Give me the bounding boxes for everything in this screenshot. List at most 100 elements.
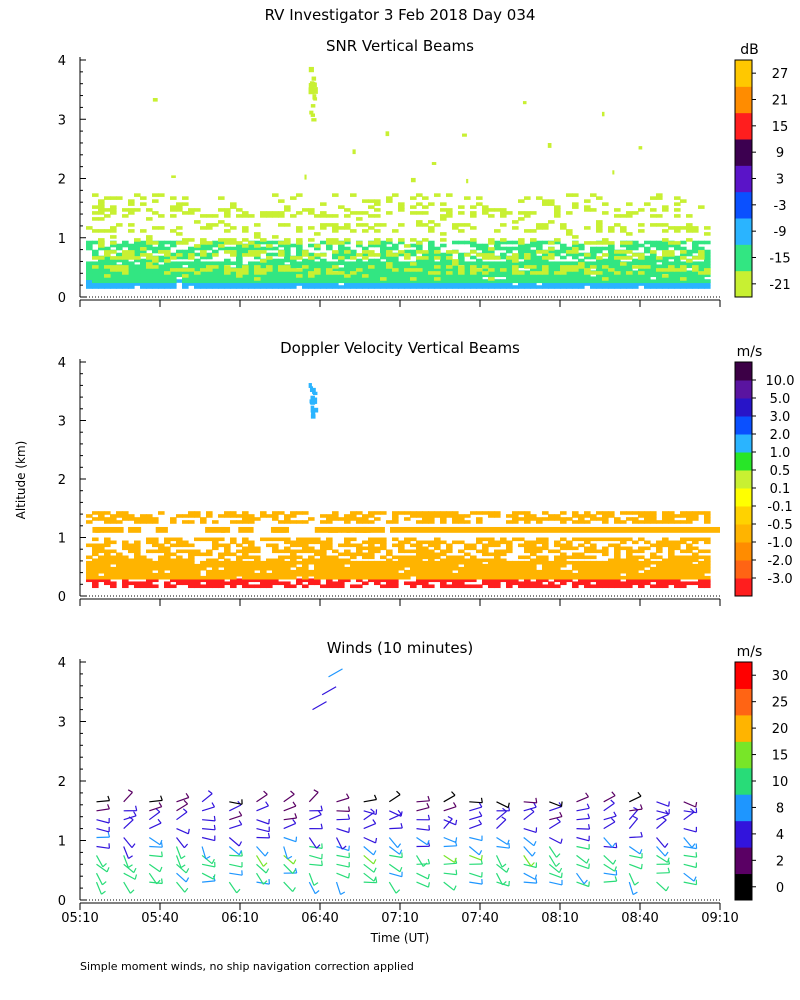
heat-cell xyxy=(644,558,651,563)
heat-cell xyxy=(320,543,327,548)
heat-cell xyxy=(584,273,591,278)
heat-cell xyxy=(314,560,321,565)
heat-cell xyxy=(314,214,321,218)
heat-cell xyxy=(290,243,297,248)
wind-barb xyxy=(149,854,163,858)
heat-cell xyxy=(548,581,555,586)
heat-cell xyxy=(398,273,405,278)
heat-cell xyxy=(332,273,339,278)
heat-cell xyxy=(536,558,543,563)
heat-cell xyxy=(548,253,555,257)
heat-cell xyxy=(404,268,411,272)
heat-cell xyxy=(386,267,393,272)
heat-cell xyxy=(530,552,537,557)
wind-barb-flag xyxy=(586,858,590,864)
heat-cell xyxy=(440,517,447,521)
heat-cell xyxy=(452,566,459,571)
heat-cell xyxy=(218,543,225,548)
heat-cell xyxy=(596,279,603,284)
heat-cell xyxy=(374,270,381,275)
heat-cell xyxy=(176,270,183,275)
heat-cell xyxy=(524,517,531,521)
heat-cell xyxy=(308,226,315,230)
heat-cell xyxy=(284,285,291,289)
heat-cell xyxy=(422,511,429,515)
heat-cell xyxy=(566,578,573,583)
heat-cell xyxy=(176,572,183,577)
heat-cell xyxy=(386,255,393,260)
heat-cell xyxy=(128,572,135,577)
heat-cell xyxy=(500,273,507,278)
heat-cell xyxy=(320,223,327,227)
heat-cell xyxy=(638,514,645,518)
heat-cell xyxy=(134,575,141,580)
heat-cell xyxy=(656,223,663,227)
heat-cell xyxy=(122,240,129,245)
heat-cell xyxy=(512,253,519,257)
heat-cell xyxy=(494,264,501,269)
heat-cell xyxy=(608,584,615,589)
heat-cell xyxy=(350,249,357,254)
heat-cell xyxy=(482,575,489,580)
heat-cell xyxy=(158,270,165,275)
heat-cell xyxy=(476,202,483,206)
heat-cell xyxy=(350,252,357,257)
wind-barb xyxy=(229,863,243,868)
heat-cell xyxy=(620,270,627,275)
heat-cell xyxy=(122,511,129,515)
heat-cell xyxy=(482,246,489,251)
heat-cell xyxy=(92,229,99,233)
heat-cell xyxy=(410,177,416,183)
heat-cell xyxy=(278,273,285,278)
heat-cell xyxy=(152,584,159,589)
heat-cell xyxy=(572,560,579,565)
heat-cell xyxy=(332,560,339,565)
heat-cell xyxy=(194,511,201,515)
heat-cell xyxy=(374,560,381,565)
heat-cell xyxy=(128,549,135,554)
heat-cell xyxy=(230,250,237,254)
heat-cell xyxy=(92,581,99,586)
heat-cell xyxy=(698,256,705,260)
heat-cell xyxy=(104,196,111,200)
heat-cell xyxy=(704,581,711,586)
heat-cell xyxy=(236,285,243,289)
wind-barb xyxy=(176,872,187,883)
heat-cell xyxy=(200,264,207,269)
heat-cell xyxy=(506,563,513,568)
heat-cell xyxy=(680,537,687,542)
heat-cell xyxy=(488,238,495,242)
heat-cell xyxy=(116,558,123,563)
heat-cell xyxy=(542,240,549,245)
heat-cell xyxy=(110,243,117,248)
heat-cell xyxy=(494,584,501,589)
wind-barb xyxy=(656,819,667,830)
heat-cell xyxy=(668,241,675,245)
heat-cell xyxy=(212,566,219,571)
heat-cell xyxy=(644,514,651,518)
heat-cell xyxy=(344,560,351,565)
heat-cell xyxy=(560,255,567,260)
heat-cell xyxy=(626,271,633,275)
wind-barb xyxy=(283,817,297,821)
heat-cell xyxy=(686,581,693,586)
heat-cell xyxy=(512,581,519,586)
colorbar-swatch xyxy=(735,688,752,716)
heat-cell xyxy=(620,511,627,515)
heat-cell xyxy=(530,584,537,589)
heat-cell xyxy=(638,267,645,272)
heat-cell xyxy=(158,546,165,551)
heat-cell xyxy=(158,572,165,577)
heat-cell xyxy=(368,537,375,542)
heat-cell xyxy=(704,537,711,542)
heat-cell xyxy=(452,575,459,580)
heat-cell xyxy=(416,555,423,560)
heat-cell xyxy=(344,540,351,545)
heat-cell xyxy=(482,546,489,551)
heat-cell xyxy=(152,265,159,269)
heat-cell xyxy=(668,578,675,583)
heat-cell xyxy=(398,205,405,209)
heat-cell xyxy=(368,199,375,203)
wind-barb-flag xyxy=(427,814,431,820)
heat-cell xyxy=(98,578,105,583)
